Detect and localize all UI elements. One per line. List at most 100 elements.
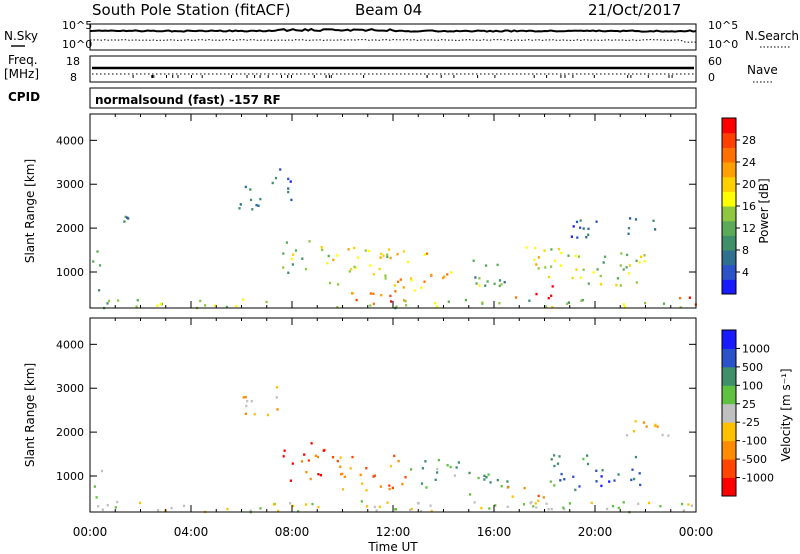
range-cell: [572, 225, 575, 228]
nsky-line: [89, 27, 697, 33]
power-colorbar: 28 24 20 16 12 8 4: [721, 117, 756, 295]
x-tick-label: 04:00: [174, 525, 209, 539]
range-cell: [659, 505, 662, 508]
range-cell: [361, 482, 364, 485]
range-cell: [341, 488, 345, 491]
range-cell: [116, 500, 119, 504]
colorbar-segment: [722, 235, 736, 251]
range-cell: [575, 268, 578, 271]
colorbar-segment: [722, 118, 736, 134]
range-cell: [100, 469, 104, 473]
range-cell: [533, 258, 536, 262]
range-cell: [291, 263, 294, 266]
range-cell: [562, 506, 565, 509]
range-cell: [274, 176, 278, 180]
range-cell: [249, 509, 252, 512]
range-cell: [399, 278, 402, 281]
range-cell: [534, 246, 537, 250]
range-cell: [503, 281, 506, 284]
range-cell: [644, 301, 647, 305]
range-cell: [557, 247, 561, 251]
time-tick-labels: 00:00 04:00 08:00 12:00 16:00 20:00 00:00: [73, 525, 714, 539]
range-cell: [357, 256, 360, 259]
range-cell: [406, 260, 410, 264]
range-cell: [183, 504, 186, 508]
y-tick-label: 1000: [56, 266, 84, 279]
range-cell: [579, 219, 582, 222]
range-cell: [409, 508, 412, 512]
range-cell: [244, 396, 247, 399]
range-cell: [437, 458, 440, 462]
range-cell: [339, 473, 343, 476]
nsky-tick-bottom: 10^0: [62, 38, 92, 51]
range-cell: [390, 300, 393, 303]
freq-tick-top: 18: [66, 55, 80, 68]
range-cell: [638, 472, 641, 475]
range-cell: [559, 479, 562, 482]
range-cell: [387, 248, 391, 251]
range-cell: [369, 304, 372, 307]
range-cell: [626, 434, 629, 437]
range-cell: [380, 294, 383, 297]
range-cell: [96, 250, 99, 253]
range-cell: [291, 462, 294, 465]
cpid-panel-frame: [89, 87, 697, 109]
range-cell: [316, 455, 319, 459]
power-scatter-cells: [92, 168, 697, 310]
colorbar-segment: [722, 403, 736, 423]
range-cell: [410, 279, 413, 282]
range-cell: [617, 473, 620, 476]
range-cell: [336, 306, 339, 309]
range-cell: [601, 469, 604, 472]
range-cell: [506, 505, 509, 508]
range-cell: [560, 251, 563, 255]
range-cell: [623, 305, 626, 309]
x-tick-label: 00:00: [73, 525, 108, 539]
range-cell: [654, 423, 657, 426]
cpid-label: CPID: [8, 90, 40, 104]
range-cell: [600, 475, 603, 478]
range-cell: [627, 232, 630, 235]
range-cell: [380, 252, 383, 256]
range-cell: [372, 273, 375, 276]
x-tick-label: 00:00: [679, 525, 714, 539]
freq-panel-frame: [89, 55, 697, 83]
range-cell: [159, 302, 163, 306]
range-cell: [434, 478, 437, 481]
range-cell: [553, 454, 556, 457]
range-cell: [690, 504, 693, 507]
range-cell: [304, 503, 308, 506]
range-cell: [389, 294, 392, 298]
range-cell: [360, 500, 363, 503]
range-cell: [106, 504, 109, 507]
power-axes: 4000 3000 2000 1000: [56, 114, 697, 308]
range-cell: [535, 263, 538, 266]
range-cell: [279, 168, 282, 171]
range-cell: [547, 508, 550, 511]
range-cell: [430, 273, 433, 277]
range-cell: [613, 479, 616, 482]
range-cell: [238, 207, 241, 210]
range-cell: [606, 507, 609, 511]
range-cell: [446, 273, 449, 276]
range-cell: [535, 292, 538, 296]
range-cell: [249, 188, 252, 191]
colorbar-segment: [722, 348, 736, 368]
range-cell: [449, 465, 452, 469]
range-cell: [586, 462, 590, 466]
range-cell: [369, 292, 372, 295]
range-cell: [309, 477, 312, 481]
range-cell: [386, 253, 389, 256]
range-cell: [506, 486, 509, 489]
range-cell: [582, 227, 585, 230]
range-cell: [582, 457, 585, 461]
range-cell: [537, 256, 540, 259]
station-title: South Pole Station (fitACF): [92, 1, 290, 19]
range-cell: [595, 480, 598, 483]
range-cell: [537, 494, 540, 498]
range-cell: [114, 506, 117, 509]
range-cell: [548, 276, 551, 279]
range-cell: [634, 455, 637, 459]
range-cell: [117, 299, 120, 302]
range-cell: [394, 508, 397, 511]
